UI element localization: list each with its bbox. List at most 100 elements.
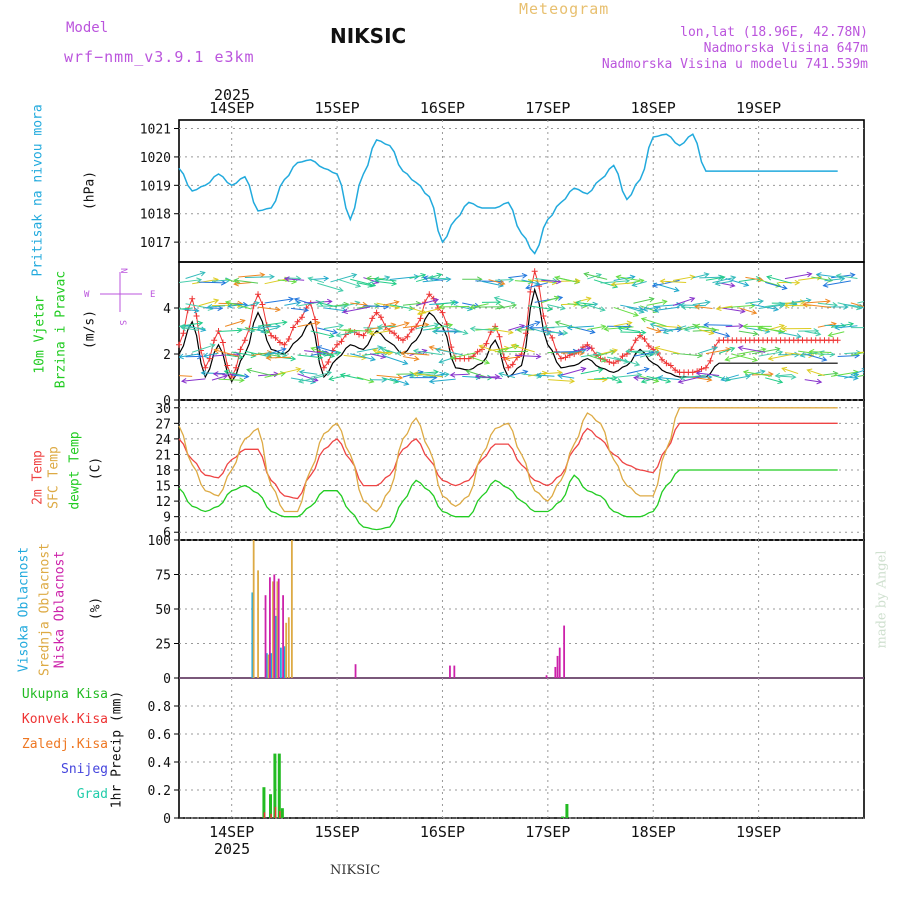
wind-arrow-head bbox=[585, 296, 592, 303]
cloud-high-bar bbox=[274, 615, 277, 678]
wind-arrow-head bbox=[864, 325, 868, 330]
wind-arrow-head bbox=[799, 352, 806, 358]
wind-arrow-head bbox=[640, 317, 647, 323]
wind-arrow-head bbox=[592, 301, 599, 308]
wind-arrow-head bbox=[597, 367, 604, 373]
wind-arrow bbox=[488, 328, 513, 334]
wind-arrow bbox=[336, 331, 357, 337]
wind-arrow-head bbox=[813, 328, 820, 334]
wind-arrow bbox=[613, 356, 640, 366]
cloud-high-bar bbox=[283, 646, 286, 678]
wind-arrow bbox=[765, 281, 787, 289]
gust-marker bbox=[294, 318, 301, 325]
cloud-low-bar bbox=[449, 665, 451, 678]
wind-arrow-head bbox=[384, 275, 391, 281]
compass-e: E bbox=[150, 290, 155, 300]
wind-arrow-head bbox=[799, 299, 806, 305]
wind-arrow bbox=[416, 371, 439, 375]
wind-arrow-head bbox=[200, 370, 207, 376]
day-label-top: 17SEP bbox=[525, 99, 570, 117]
wind-arrow bbox=[646, 300, 667, 306]
wind-arrow bbox=[266, 356, 291, 359]
wind-arrow-head bbox=[206, 303, 213, 310]
wind-arrow-head bbox=[625, 348, 631, 355]
wind-arrow bbox=[593, 377, 617, 380]
wind-arrow bbox=[705, 276, 725, 281]
wind-arrow-head bbox=[243, 373, 250, 380]
wind-arrow-head bbox=[370, 355, 376, 362]
wind-arrow-head bbox=[295, 366, 302, 373]
wind-arrow-head bbox=[445, 276, 452, 283]
wind-arrow-head bbox=[438, 304, 445, 310]
wind-arrow-head bbox=[275, 306, 281, 313]
wind-arrow bbox=[468, 355, 490, 364]
wind-arrow bbox=[511, 344, 535, 353]
year-label-top: 2025 bbox=[214, 86, 251, 104]
wind-arrow bbox=[692, 273, 709, 279]
wind-arrow-head bbox=[409, 372, 416, 379]
gust-marker bbox=[180, 330, 187, 337]
wind-arrow bbox=[653, 324, 682, 329]
gust-marker bbox=[255, 291, 262, 298]
gust-marker bbox=[478, 346, 485, 353]
wind-arrow bbox=[494, 297, 516, 304]
wind-arrow bbox=[725, 325, 744, 328]
wind-arrow bbox=[317, 282, 343, 292]
wind-arrow-head bbox=[239, 377, 245, 384]
wind-arrow bbox=[837, 302, 862, 309]
wind-arrow bbox=[633, 298, 654, 304]
wind-arrow bbox=[336, 278, 361, 287]
wind-arrow bbox=[337, 328, 353, 333]
wind-arrow-head bbox=[213, 298, 220, 304]
gust-marker bbox=[619, 353, 626, 360]
wind-arrow bbox=[422, 278, 451, 283]
wind-arrow bbox=[541, 329, 564, 335]
wind-arrow-head bbox=[293, 297, 300, 303]
wind-arrow-head bbox=[513, 343, 520, 350]
wind-arrow bbox=[179, 375, 193, 377]
wind-arrow bbox=[857, 300, 864, 304]
wind-arrow-head bbox=[774, 346, 781, 353]
wind-arrow-head bbox=[196, 277, 203, 284]
ytick-label-1: 4 bbox=[163, 302, 171, 317]
wind-arrow-head bbox=[368, 330, 375, 337]
wind-arrow-head bbox=[766, 274, 773, 281]
wind-arrow-head bbox=[825, 298, 831, 305]
wind-arrow-head bbox=[795, 333, 802, 339]
wind-arrow-head bbox=[724, 332, 731, 338]
wind-arrow-head bbox=[802, 301, 808, 308]
wind-arrow-head bbox=[380, 347, 387, 353]
year-label-bottom: 2025 bbox=[214, 840, 251, 858]
wind-arrow-head bbox=[281, 319, 288, 326]
wind-arrow-head bbox=[673, 286, 680, 293]
cloud-high-bar bbox=[251, 592, 254, 678]
gust-marker bbox=[268, 332, 275, 339]
wind-arrow bbox=[751, 303, 779, 311]
wind-arrow bbox=[620, 331, 646, 334]
gust-marker bbox=[448, 344, 455, 351]
gust-marker bbox=[645, 342, 652, 349]
wind-arrow bbox=[574, 347, 591, 352]
wind-arrows bbox=[179, 270, 868, 386]
wind-arrow bbox=[192, 344, 215, 353]
wind-arrow-head bbox=[542, 324, 548, 331]
wind-arrow-head bbox=[338, 323, 345, 329]
wind-arrow bbox=[383, 355, 408, 365]
wind-arrow-head bbox=[653, 307, 660, 313]
wind-arrow bbox=[224, 319, 245, 327]
wind-arrow bbox=[584, 273, 608, 280]
wind-arrow-head bbox=[778, 323, 785, 330]
wind-arrow bbox=[383, 377, 399, 383]
ytick-label-0: 1020 bbox=[140, 151, 171, 166]
ytick-label-3: 0 bbox=[163, 672, 171, 687]
wind-arrow bbox=[356, 282, 373, 287]
wind-arrow-head bbox=[603, 326, 610, 332]
wind-arrow bbox=[781, 367, 799, 375]
wind-arrow bbox=[264, 372, 286, 378]
gust-marker bbox=[540, 313, 547, 320]
wind-arrow bbox=[766, 276, 792, 284]
wind-arrow-head bbox=[580, 366, 587, 373]
wind-arrow bbox=[704, 324, 733, 326]
wind-arrow-head bbox=[431, 328, 438, 335]
wind-arrow-head bbox=[541, 370, 548, 377]
